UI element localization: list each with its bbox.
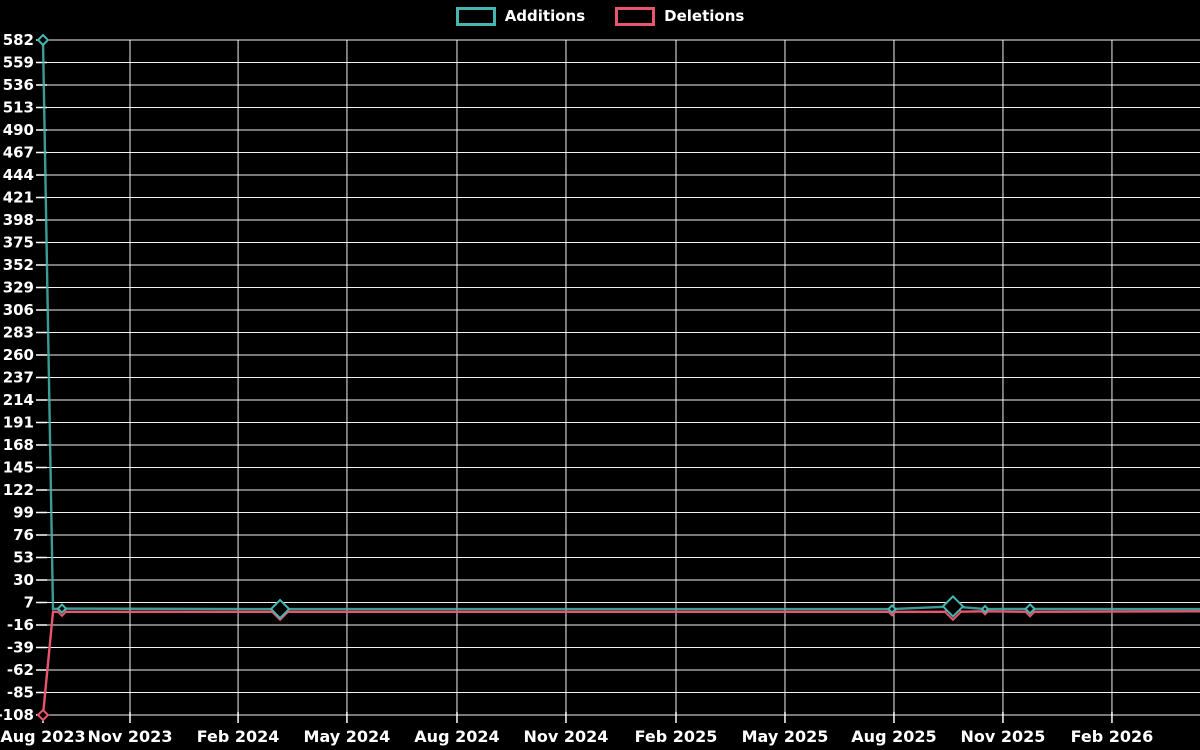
y-tick-label: 260 <box>3 346 34 364</box>
additions-marker[interactable] <box>269 598 291 620</box>
legend-item-deletions[interactable]: Deletions <box>615 7 744 26</box>
y-tick-label: 444 <box>3 166 34 184</box>
x-tick-label: Aug 2023 <box>0 727 85 746</box>
x-tick-label: Feb 2025 <box>635 727 718 746</box>
y-tick-label: 375 <box>3 234 34 252</box>
y-tick-label: 214 <box>3 391 34 409</box>
y-tick-label: 7 <box>24 594 34 612</box>
y-tick-label: -39 <box>7 639 34 657</box>
additions-marker[interactable] <box>56 603 68 614</box>
y-tick-label: 145 <box>3 459 34 477</box>
y-tick-label: -85 <box>7 684 34 702</box>
legend-item-additions[interactable]: Additions <box>455 7 586 26</box>
x-tick-label: Nov 2025 <box>961 727 1046 746</box>
additions-marker[interactable] <box>1024 602 1036 615</box>
deletions-marker[interactable] <box>36 708 50 722</box>
additions-swatch-icon <box>455 7 496 26</box>
y-tick-label: 191 <box>3 414 34 432</box>
y-tick-label: 237 <box>3 369 34 387</box>
y-tick-label: 559 <box>3 54 34 72</box>
additions-marker[interactable] <box>36 33 50 47</box>
deletions-swatch-icon <box>615 7 656 26</box>
legend-deletions-label: Deletions <box>664 7 745 25</box>
chart-legend: Additions Deletions <box>0 7 1200 26</box>
additions-marker[interactable] <box>980 604 990 614</box>
y-tick-label: 467 <box>3 144 34 162</box>
additions-marker[interactable] <box>941 594 965 618</box>
y-tick-label: 283 <box>3 324 34 342</box>
y-tick-label: 329 <box>3 279 34 297</box>
x-tick-label: Feb 2024 <box>197 727 280 746</box>
x-tick-label: May 2025 <box>742 727 829 746</box>
y-tick-label: -108 <box>0 706 34 724</box>
y-tick-label: 513 <box>3 99 34 117</box>
x-tick-label: May 2024 <box>304 727 391 746</box>
y-tick-label: 421 <box>3 189 34 207</box>
x-tick-label: Nov 2024 <box>524 727 609 746</box>
x-tick-label: Aug 2024 <box>414 727 499 746</box>
x-tick-label: Feb 2026 <box>1071 727 1154 746</box>
y-tick-label: 352 <box>3 256 34 274</box>
y-tick-label: -62 <box>7 661 34 679</box>
y-tick-label: 582 <box>3 31 34 49</box>
y-tick-label: 398 <box>3 211 34 229</box>
y-tick-label: 490 <box>3 121 34 139</box>
deletions-line <box>41 610 1200 716</box>
y-tick-label: 76 <box>13 526 34 544</box>
x-tick-label: Aug 2025 <box>851 727 936 746</box>
y-tick-label: 30 <box>13 571 34 589</box>
legend-additions-label: Additions <box>504 7 586 25</box>
y-tick-label: 168 <box>3 436 34 454</box>
additions-marker[interactable] <box>887 604 897 614</box>
y-tick-label: 122 <box>3 481 34 499</box>
y-tick-label: 99 <box>13 504 34 522</box>
x-tick-label: Nov 2023 <box>88 727 173 746</box>
y-tick-label: 53 <box>13 549 34 567</box>
additions-line <box>41 39 1200 611</box>
y-tick-label: 306 <box>3 301 34 319</box>
y-tick-label: -16 <box>7 616 34 634</box>
y-tick-label: 536 <box>3 76 34 94</box>
